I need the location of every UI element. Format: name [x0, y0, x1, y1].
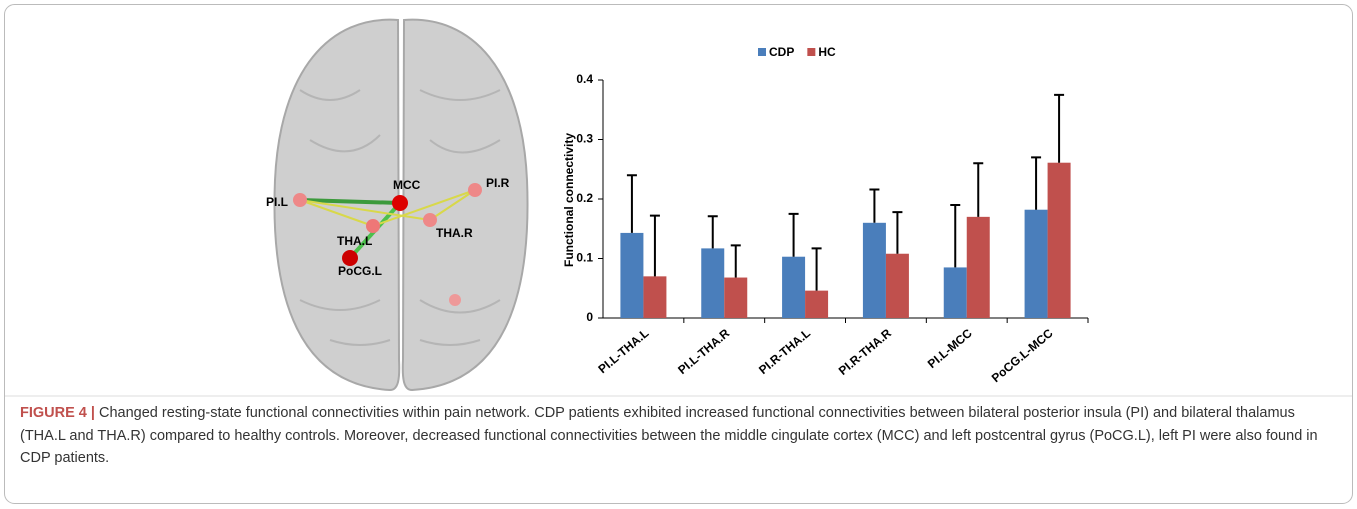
x-tick-label: PI.R-THA.L — [756, 326, 813, 377]
node-label: MCC — [393, 178, 421, 192]
bar — [886, 254, 909, 318]
y-tick-label: 0.3 — [576, 132, 593, 146]
error-bar — [973, 163, 983, 217]
node-label: PI.R — [486, 176, 510, 190]
y-tick-label: 0.1 — [576, 251, 593, 265]
legend-swatch — [758, 48, 766, 56]
node-label: PI.L — [266, 195, 288, 209]
error-bar — [789, 214, 799, 257]
bar — [863, 223, 886, 318]
bar — [967, 217, 990, 318]
bar — [805, 291, 828, 318]
caption: FIGURE 4 | Changed resting-state functio… — [20, 402, 1340, 470]
bar — [944, 267, 967, 318]
error-bar — [812, 248, 822, 290]
x-tick-label: PoCG.L-MCC — [989, 326, 1056, 385]
x-tick-label: PI.R-THA.R — [836, 326, 894, 378]
brain — [274, 20, 527, 390]
y-tick-label: 0.2 — [576, 191, 593, 205]
bar — [1048, 163, 1071, 318]
node-label: PoCG.L — [338, 264, 382, 278]
error-bar — [731, 245, 741, 277]
node-label: THA.L — [337, 234, 372, 248]
y-tick-label: 0 — [586, 310, 593, 324]
legend-label: CDP — [769, 45, 794, 59]
bar — [620, 233, 643, 318]
error-bar — [892, 212, 902, 254]
error-bar — [950, 205, 960, 267]
caption-text: Changed resting-state functional connect… — [20, 405, 1318, 466]
legend-label: HC — [818, 45, 836, 59]
error-bar — [708, 216, 718, 248]
error-bar — [1031, 157, 1041, 209]
bar — [701, 248, 724, 318]
legend-swatch — [807, 48, 815, 56]
error-bar — [627, 175, 637, 233]
node-label: THA.R — [436, 226, 473, 240]
page: PI.L MCC PI.R THA.L THA.R PoCG.L Functio… — [0, 0, 1357, 509]
bar — [782, 257, 805, 318]
x-tick-label: PI.L-MCC — [925, 326, 975, 371]
bar — [1025, 210, 1048, 318]
error-bar — [869, 189, 879, 222]
error-bar — [1054, 95, 1064, 163]
error-bar — [650, 216, 660, 277]
caption-label: FIGURE 4 | — [20, 405, 95, 421]
y-tick-label: 0.4 — [576, 72, 593, 86]
x-tick-label: PI.L-THA.R — [675, 326, 732, 377]
x-tick-label: PI.L-THA.L — [595, 326, 651, 376]
y-axis-label: Functional connectivity — [562, 133, 576, 267]
bar — [643, 276, 666, 318]
bar — [724, 278, 747, 318]
